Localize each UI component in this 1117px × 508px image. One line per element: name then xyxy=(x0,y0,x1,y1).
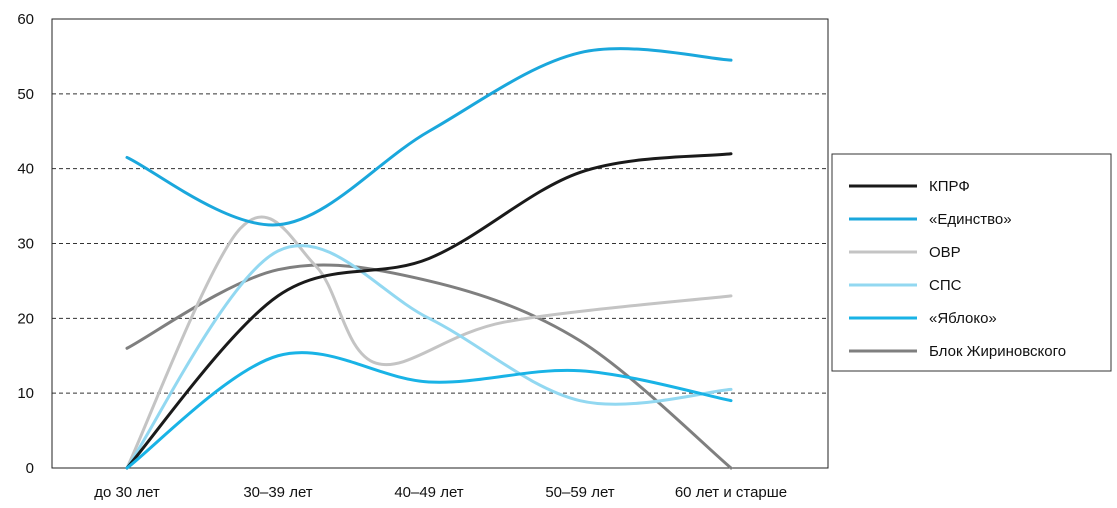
legend-items: КПРФ «Единство» ОВР СПС «Яблоко» Блок Жиринов… xyxy=(849,178,1066,360)
series-line xyxy=(125,244,733,470)
x-axis-labels: до 30 лет 30–39 лет 40–49 лет 50–59 лет 60 л… xyxy=(94,484,787,501)
y-tick-label: 60 xyxy=(17,11,34,28)
series-lines xyxy=(125,47,733,470)
legend-label: КПРФ xyxy=(929,178,970,195)
series-line xyxy=(125,152,733,470)
x-tick-label: 30–39 лет xyxy=(243,484,312,501)
x-tick-label: 60 лет и старше xyxy=(675,484,787,501)
series-line xyxy=(125,351,733,470)
legend-label: Блок Жириновского xyxy=(929,343,1066,360)
series-line xyxy=(125,263,733,470)
y-tick-label: 30 xyxy=(17,236,34,253)
grid-lines xyxy=(52,93,828,394)
y-tick-label: 40 xyxy=(17,161,34,178)
y-tick-label: 20 xyxy=(17,310,34,327)
y-tick-label: 50 xyxy=(17,86,34,103)
y-tick-label: 0 xyxy=(26,460,34,477)
x-tick-label: до 30 лет xyxy=(94,484,160,501)
plot-frame xyxy=(51,18,829,469)
series-line xyxy=(125,47,733,227)
legend-label: СПС xyxy=(929,277,962,294)
series-line xyxy=(125,215,733,470)
legend-label: «Яблоко» xyxy=(929,310,997,327)
x-tick-label: 40–49 лет xyxy=(394,484,463,501)
legend-label: ОВР xyxy=(929,244,961,261)
x-tick-label: 50–59 лет xyxy=(545,484,614,501)
y-axis-labels: 0 10 20 30 40 50 60 xyxy=(17,11,34,477)
legend: КПРФ «Единство» ОВР СПС «Яблоко» Блок Жиринов… xyxy=(831,153,1112,372)
legend-label: «Единство» xyxy=(929,211,1012,228)
y-tick-label: 10 xyxy=(17,385,34,402)
legend-box xyxy=(831,153,1112,372)
